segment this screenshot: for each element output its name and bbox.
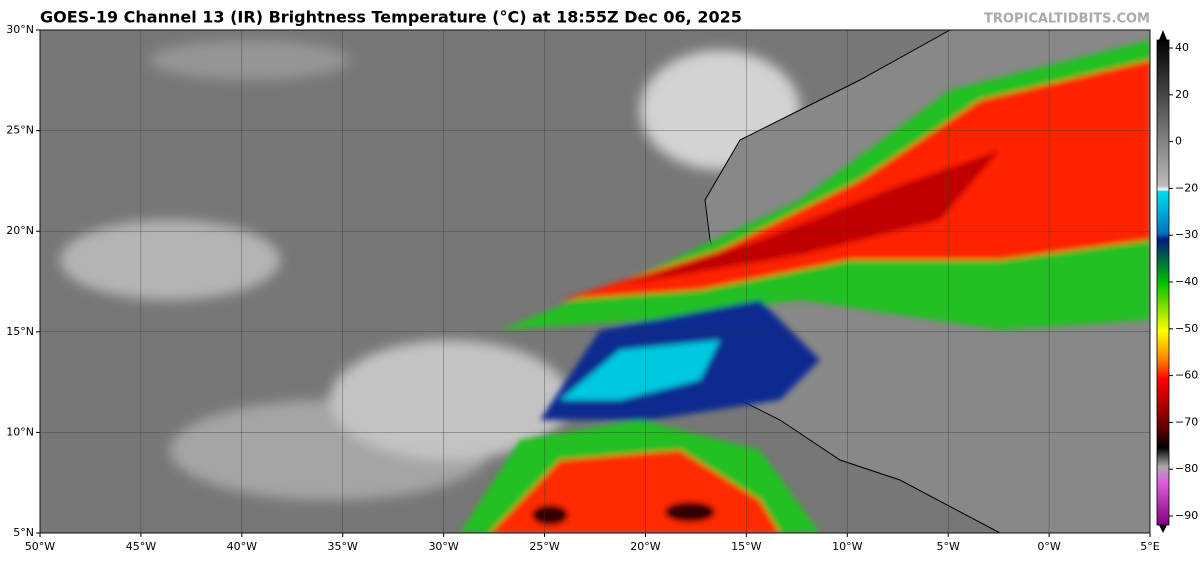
colorbar-tick-label: −90 xyxy=(1175,509,1198,522)
colorbar-tick-label: −80 xyxy=(1175,462,1198,475)
lon-tick-label: 0°W xyxy=(1037,540,1060,553)
colorbar-tick-label: −30 xyxy=(1175,228,1198,241)
colorbar-tick-label: −70 xyxy=(1175,415,1198,428)
watermark: TROPICALTIDBITS.COM xyxy=(984,12,1150,27)
lat-tick-label: 20°N xyxy=(6,224,34,237)
title: GOES-19 Channel 13 (IR) Brightness Tempe… xyxy=(40,8,742,27)
colorbar-tick-label: 0 xyxy=(1175,135,1182,148)
lon-tick-label: 5°W xyxy=(936,540,959,553)
lat-tick-label: 15°N xyxy=(6,325,34,338)
lon-tick-label: 15°W xyxy=(731,540,761,553)
lon-tick-label: 45°W xyxy=(126,540,156,553)
lon-tick-label: 30°W xyxy=(428,540,458,553)
lon-tick-label: 5°E xyxy=(1140,540,1159,553)
map-imagery xyxy=(40,30,1150,533)
lat-tick-label: 30°N xyxy=(6,23,34,36)
lon-tick-label: 50°W xyxy=(25,540,55,553)
lat-tick-label: 25°N xyxy=(6,124,34,137)
lon-tick-label: 10°W xyxy=(832,540,862,553)
colorbar-tick-label: 20 xyxy=(1175,88,1189,101)
lon-tick-label: 25°W xyxy=(529,540,559,553)
colorbar-tick-label: −50 xyxy=(1175,322,1198,335)
lon-tick-label: 40°W xyxy=(227,540,257,553)
colorbar-tick-label: −60 xyxy=(1175,369,1198,382)
lon-tick-label: 35°W xyxy=(328,540,358,553)
colorbar-tick-label: 40 xyxy=(1175,41,1189,54)
lat-tick-label: 10°N xyxy=(6,425,34,438)
lat-tick-label: 5°N xyxy=(13,526,34,539)
colorbar-tick-label: −40 xyxy=(1175,275,1198,288)
colorbar xyxy=(1156,39,1170,526)
colorbar-tick-label: −20 xyxy=(1175,181,1198,194)
lon-tick-label: 20°W xyxy=(630,540,660,553)
